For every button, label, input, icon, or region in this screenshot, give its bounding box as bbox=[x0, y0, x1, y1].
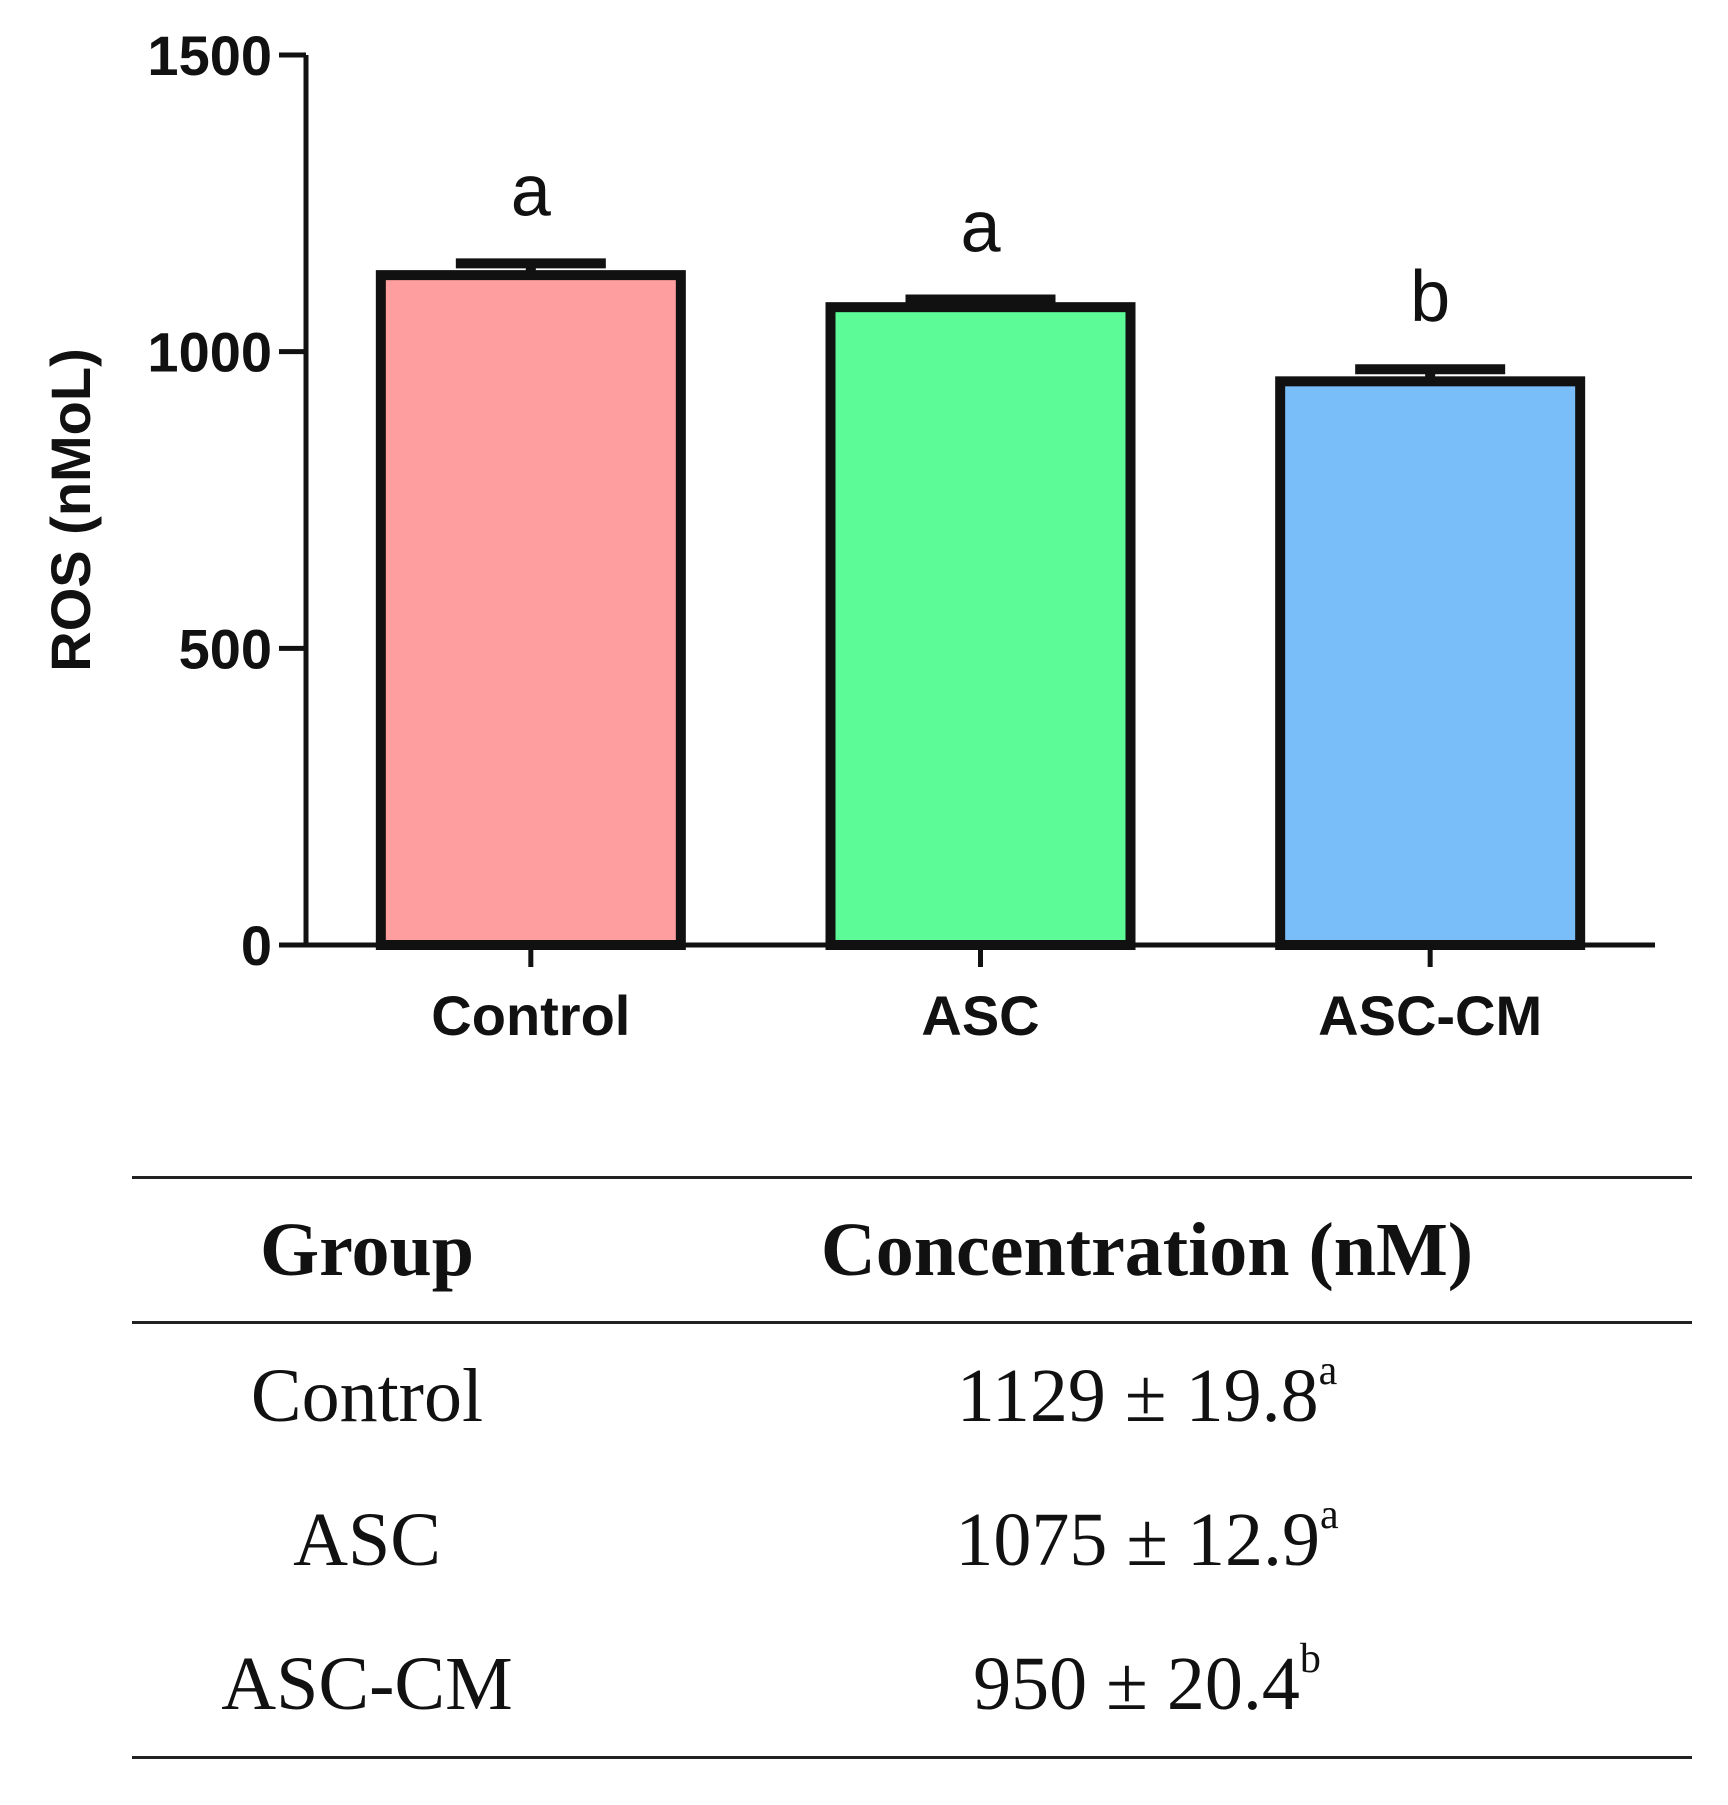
significance-label: b bbox=[1410, 257, 1450, 337]
bars-group bbox=[375, 258, 1586, 951]
significance-label: a bbox=[960, 188, 1001, 268]
significance-superscript: a bbox=[1320, 1491, 1339, 1538]
row-concentration: 1075 ± 12.9a bbox=[602, 1468, 1692, 1612]
concentration-value: 1129 ± 19.8 bbox=[956, 1353, 1319, 1438]
y-tick-label: 1500 bbox=[147, 24, 272, 87]
bar bbox=[825, 302, 1136, 950]
row-group-name: ASC-CM bbox=[132, 1612, 602, 1759]
labels-group: a a b bbox=[511, 151, 1450, 337]
row-group-name: ASC bbox=[293, 1497, 441, 1582]
results-table: Group Concentration (nM) Control 1129 ± … bbox=[132, 1176, 1692, 1759]
table-header-row: Group Concentration (nM) bbox=[132, 1176, 1692, 1324]
table-row: ASC 1075 ± 12.9a bbox=[132, 1468, 1692, 1612]
x-tick-label: ASC bbox=[921, 984, 1039, 1047]
bar bbox=[1275, 376, 1586, 951]
y-axis-label: ROS (nMoL) bbox=[39, 348, 102, 671]
row-group-name: Control bbox=[250, 1353, 484, 1438]
row-concentration: 950 ± 20.4b bbox=[602, 1612, 1692, 1759]
ros-bar-chart: 0 500 1000 1500 Control ASC ASC-CM a a b ROS (n… bbox=[39, 24, 1655, 1047]
significance-superscript: a bbox=[1318, 1347, 1338, 1394]
table-row: ASC-CM 950 ± 20.4b bbox=[132, 1612, 1692, 1759]
concentration-value: 1075 ± 12.9 bbox=[955, 1497, 1321, 1582]
concentration-value: 950 ± 20.4 bbox=[973, 1641, 1300, 1726]
bar bbox=[375, 270, 686, 951]
header-concentration: Concentration (nM) bbox=[602, 1176, 1692, 1324]
y-tick-label: 0 bbox=[241, 914, 272, 977]
y-tick-label: 1000 bbox=[147, 321, 272, 384]
row-concentration: 1129 ± 19.8a bbox=[602, 1323, 1692, 1469]
y-axis: 0 500 1000 1500 bbox=[147, 24, 309, 977]
x-tick-label: ASC-CM bbox=[1318, 984, 1542, 1047]
significance-superscript: b bbox=[1299, 1635, 1321, 1682]
x-tick-label: Control bbox=[431, 984, 630, 1047]
table-row: Control 1129 ± 19.8a bbox=[132, 1323, 1692, 1469]
significance-label: a bbox=[511, 151, 552, 231]
header-group: Group bbox=[132, 1176, 602, 1324]
y-tick-label: 500 bbox=[179, 617, 272, 680]
x-axis: Control ASC ASC-CM bbox=[279, 942, 1655, 1047]
